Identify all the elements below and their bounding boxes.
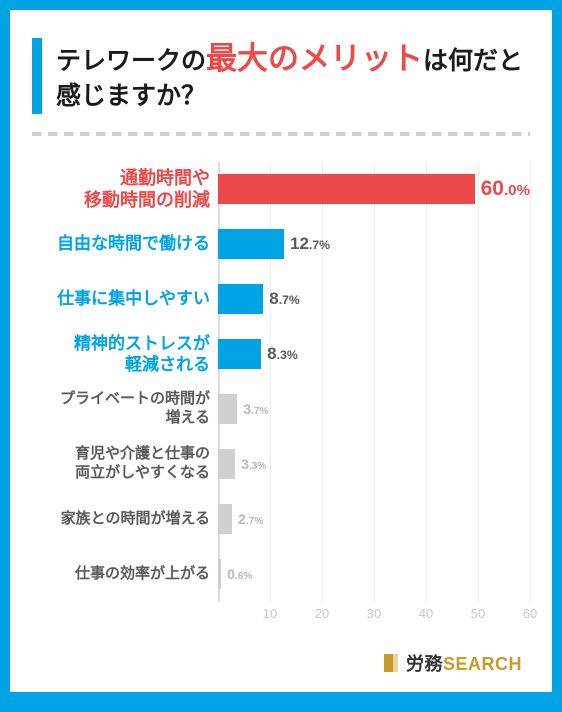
chart-row: 精神的ストレスが軽減される 8.3% (32, 327, 530, 382)
bar-value: 8.3% (267, 344, 298, 364)
bar-value: 60.0% (481, 177, 530, 201)
bar (218, 284, 263, 314)
bar-track: 60.0% (218, 174, 530, 204)
chart-row: プライベートの時間が増える 3.7% (32, 382, 530, 437)
bar-value: 8.7% (269, 289, 300, 309)
card: テレワークの最大のメリットは何だと感じますか？ 10 20 30 40 50 60 通勤時間… (10, 10, 552, 692)
gridline (374, 162, 375, 602)
category-label: 仕事の効率が上がる (32, 565, 218, 584)
title-accent-bar (32, 38, 42, 114)
x-axis-label: 50 (471, 606, 485, 621)
x-axis-label: 60 (523, 606, 537, 621)
title-prefix: テレワークの (56, 47, 206, 75)
gridline (530, 162, 531, 602)
title-text: テレワークの最大のメリットは何だと感じますか？ (56, 38, 530, 114)
brand-part2: SEARCH (443, 654, 522, 674)
book-icon (382, 653, 400, 673)
chart-row: 通勤時間や移動時間の削減 60.0% (32, 162, 530, 217)
bar-value: 3.3% (241, 456, 266, 472)
x-axis-label: 20 (315, 606, 329, 621)
category-label: 仕事に集中しやすい (32, 288, 218, 309)
bar-value: 3.7% (243, 401, 268, 417)
gridline (478, 162, 479, 602)
bar (218, 449, 235, 479)
bar (218, 339, 261, 369)
gridline (270, 162, 271, 602)
x-axis-label: 40 (419, 606, 433, 621)
bar (218, 394, 237, 424)
bar-value: 12.7% (290, 234, 330, 254)
category-label: 育児や介護と仕事の両立がしやすくなる (32, 445, 218, 483)
category-label: 家族との時間が増える (32, 510, 218, 529)
chart-row: 自由な時間で働ける 12.7% (32, 217, 530, 272)
bar-chart: 102030405060通勤時間や移動時間の削減60.0%自由な時間で働ける12… (32, 162, 530, 632)
x-axis-label: 10 (263, 606, 277, 621)
category-label: 通勤時間や移動時間の削減 (32, 167, 218, 212)
category-label: 精神的ストレスが軽減される (32, 333, 218, 376)
footer-brand: 労務SEARCH (382, 650, 522, 676)
bar-value: 2.7% (238, 511, 263, 527)
bar (218, 229, 284, 259)
x-axis-label: 30 (367, 606, 381, 621)
dashed-divider (32, 132, 530, 136)
chart-row: 仕事に集中しやすい 8.7% (32, 272, 530, 327)
category-label: プライベートの時間が増える (32, 390, 218, 428)
bar (218, 504, 232, 534)
bar (218, 559, 221, 589)
chart-row: 仕事の効率が上がる 0.6% (32, 547, 530, 602)
gridline (426, 162, 427, 602)
gridline (218, 162, 220, 602)
chart-row: 育児や介護と仕事の両立がしやすくなる 3.3% (32, 437, 530, 492)
brand-part1: 労務 (406, 654, 443, 674)
bar (218, 174, 475, 204)
bar-value: 0.6% (227, 566, 252, 582)
category-label: 自由な時間で働ける (32, 233, 218, 254)
brand-text: 労務SEARCH (406, 650, 522, 676)
title-block: テレワークの最大のメリットは何だと感じますか？ (32, 38, 530, 114)
chart-row: 家族との時間が増える 2.7% (32, 492, 530, 547)
title-emphasis: 最大のメリット (206, 41, 423, 76)
gridline (322, 162, 323, 602)
